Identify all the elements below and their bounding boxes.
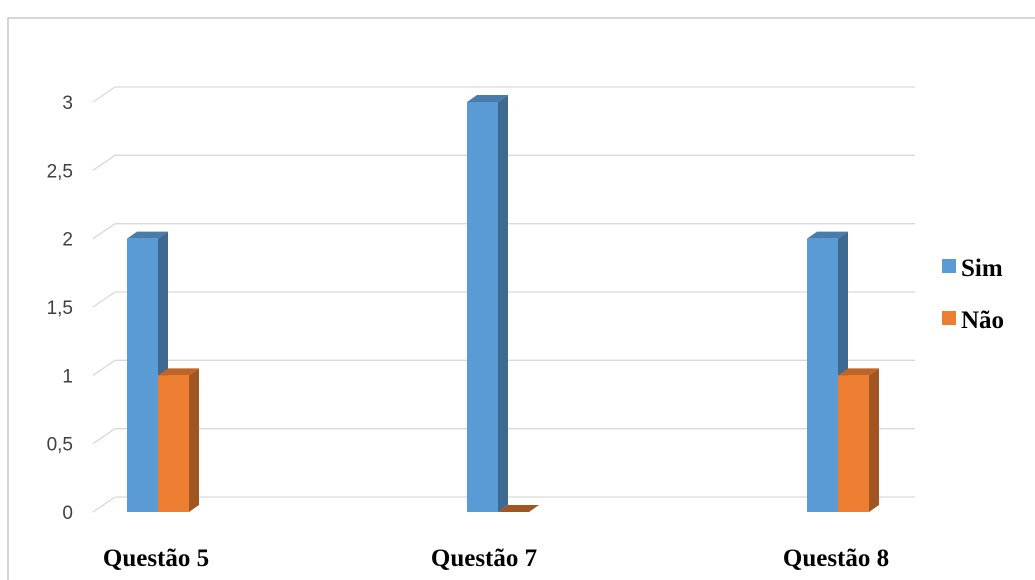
gridline [92,223,915,240]
bar-não-1 [158,368,199,512]
category-label: Questão 5 [103,545,209,572]
gridline [92,428,915,445]
bars [127,95,879,512]
y-tick-label: 3 [62,93,73,114]
y-axis-ticks: 0 0,5 1 1,5 2 2,5 3 [47,93,73,524]
y-tick-label: 2,5 [47,161,73,182]
bar-não-2 [498,505,539,512]
gridline [92,359,915,376]
gridline [92,496,915,513]
chart-border [7,17,1035,580]
legend-swatch-não [942,311,956,325]
bar-sim-2 [467,95,508,512]
gridline [92,154,915,171]
y-tick-label: 0 [62,503,73,524]
y-tick-label: 2 [62,230,73,251]
gridlines [92,86,915,513]
bar-sim-1 [127,231,168,512]
x-axis-categories: Questão 5 Questão 7 Questão 8 [103,545,889,572]
legend-swatch-sim [942,259,956,273]
category-label: Questão 8 [783,545,889,572]
legend: Sim Não [942,255,1004,334]
gridline [92,291,915,308]
y-tick-label: 0,5 [47,435,73,456]
legend-label-sim: Sim [961,255,1003,282]
y-tick-label: 1,5 [47,298,73,319]
gridline [92,86,915,103]
category-label: Questão 7 [431,545,537,572]
legend-label-não: Não [961,307,1004,334]
bar-não-3 [838,368,879,512]
y-tick-label: 1 [62,366,73,387]
